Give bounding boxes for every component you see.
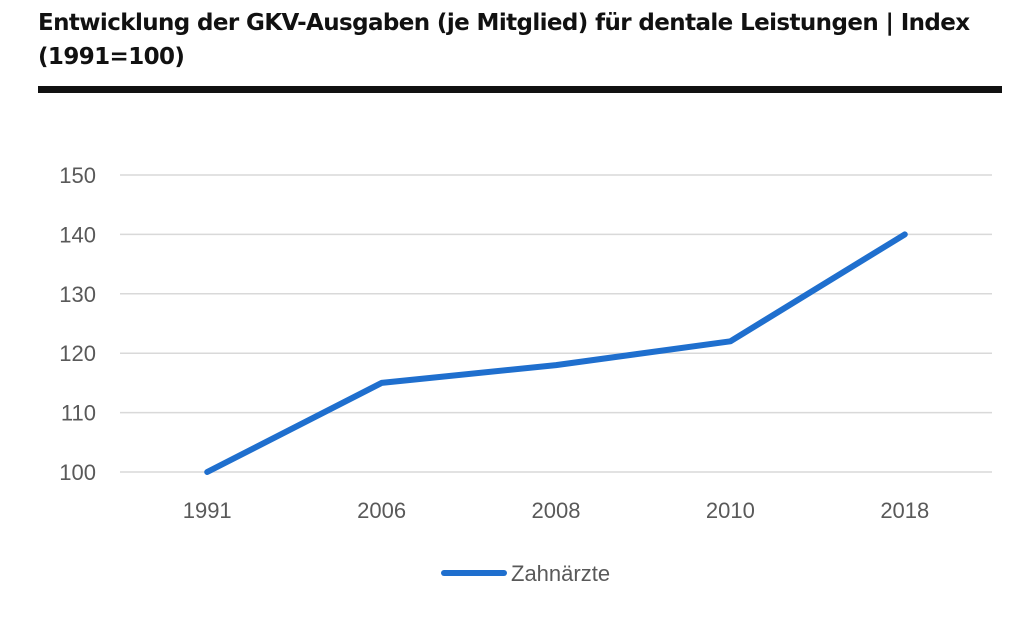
x-tick-label: 2018 <box>880 498 929 523</box>
x-axis: 1991 2006 2008 2010 2018 <box>183 498 930 523</box>
x-tick-label: 2008 <box>532 498 581 523</box>
legend-label: Zahnärzte <box>511 561 610 586</box>
y-tick-label: 120 <box>59 341 96 366</box>
y-axis: 100 110 120 130 140 150 <box>59 163 96 485</box>
gridlines <box>120 174 992 473</box>
chart-title: Entwicklung der GKV-Ausgaben (je Mitglie… <box>38 10 970 70</box>
y-tick-label: 150 <box>59 163 96 188</box>
y-tick-label: 140 <box>59 222 96 247</box>
y-tick-label: 110 <box>61 401 96 426</box>
legend: Zahnärzte <box>441 561 610 586</box>
x-tick-label: 2006 <box>357 498 406 523</box>
x-tick-label: 2010 <box>706 498 755 523</box>
y-tick-label: 100 <box>59 460 96 485</box>
title-rule <box>38 86 1002 93</box>
y-tick-label: 130 <box>59 282 96 307</box>
x-tick-label: 1991 <box>183 498 232 523</box>
series-lines <box>204 231 908 475</box>
